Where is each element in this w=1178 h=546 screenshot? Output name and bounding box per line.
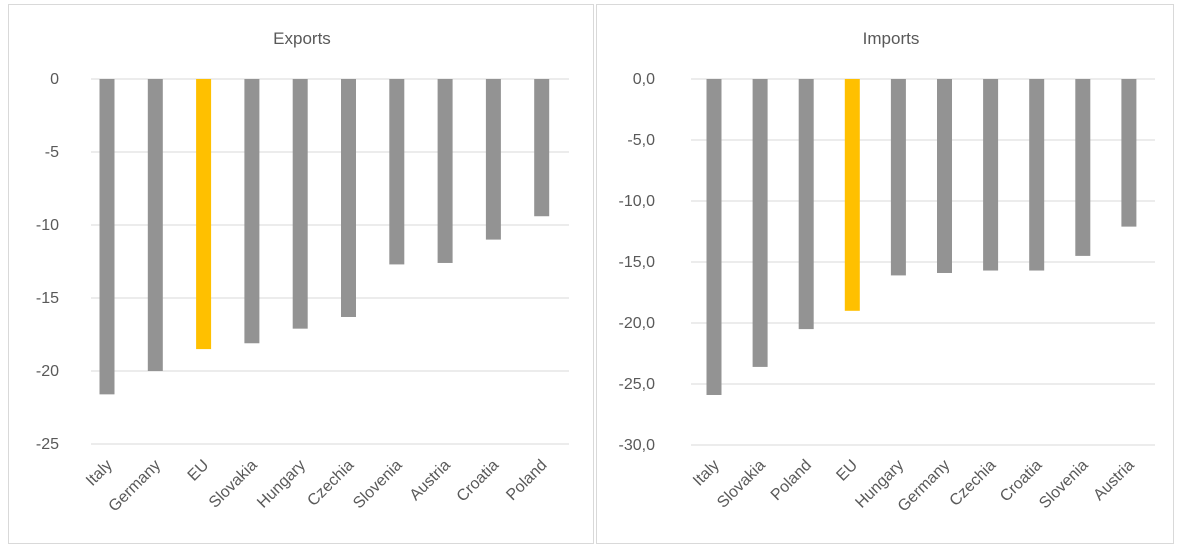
exports-category-label-croatia: Croatia xyxy=(454,457,503,506)
exports-y-tick-label: 0 xyxy=(50,71,59,88)
exports-y-tick-label: -10 xyxy=(36,217,59,234)
exports-bar-germany xyxy=(147,79,163,371)
imports-chart-title: Imports xyxy=(863,29,920,48)
exports-category-label-slovakia: Slovakia xyxy=(206,457,261,512)
exports-category-label-czechia: Czechia xyxy=(304,457,357,510)
exports-chart-title: Exports xyxy=(273,29,331,48)
imports-chart-panel: Imports 0,0 -5,0 -10,0 -15,0 -20,0 -25,0 -30,0… xyxy=(596,4,1174,544)
exports-chart-panel: Exports 0 -5 -10 -15 -20 -25 Italy Germany EU Sl… xyxy=(8,4,594,544)
exports-bar-poland xyxy=(534,79,550,217)
exports-y-tick-label: -20 xyxy=(36,363,59,380)
exports-bar-eu xyxy=(196,79,212,350)
exports-category-label-germany: Germany xyxy=(106,457,165,516)
exports-category-label-eu: EU xyxy=(185,457,213,485)
imports-category-label-italy: Italy xyxy=(690,457,723,490)
exports-category-label-slovenia: Slovenia xyxy=(350,457,405,512)
imports-bar-austria xyxy=(1121,79,1137,227)
exports-bar-hungary xyxy=(292,79,308,329)
exports-category-label-hungary: Hungary xyxy=(254,457,309,512)
imports-bar-germany xyxy=(937,79,952,273)
imports-bar-slovenia xyxy=(1075,79,1091,256)
imports-bar-slovakia xyxy=(752,79,768,367)
imports-bar-eu xyxy=(844,79,860,311)
exports-y-tick-label: -5 xyxy=(45,144,59,161)
exports-category-label-austria: Austria xyxy=(407,457,454,504)
imports-bar-poland xyxy=(798,79,814,330)
imports-y-tick-label: -20,0 xyxy=(619,315,656,332)
exports-bar-slovakia xyxy=(244,79,260,344)
imports-bar-hungary xyxy=(890,79,906,276)
exports-bar-austria xyxy=(437,79,453,263)
imports-bar-croatia xyxy=(1029,79,1045,271)
exports-bar-slovenia xyxy=(389,79,405,265)
imports-y-tick-label: -25,0 xyxy=(619,376,656,393)
imports-y-tick-label: -30,0 xyxy=(619,437,656,454)
exports-bar-croatia xyxy=(485,79,501,240)
imports-category-label-slovakia: Slovakia xyxy=(714,457,769,512)
exports-bar-italy xyxy=(99,79,115,395)
imports-bar-italy xyxy=(706,79,722,395)
exports-category-label-poland: Poland xyxy=(503,457,550,504)
exports-category-label-italy: Italy xyxy=(83,457,116,490)
imports-category-label-slovenia: Slovenia xyxy=(1036,457,1091,512)
imports-bar-czechia xyxy=(983,79,999,271)
imports-category-label-czechia: Czechia xyxy=(947,457,1000,510)
imports-y-tick-label: -15,0 xyxy=(619,254,656,271)
imports-y-tick-label: -5,0 xyxy=(627,132,655,149)
imports-y-tick-label: 0,0 xyxy=(633,71,655,88)
imports-category-label-poland: Poland xyxy=(768,457,815,504)
imports-category-label-eu: EU xyxy=(833,457,861,485)
exports-bar-czechia xyxy=(341,79,356,317)
exports-y-tick-label: -15 xyxy=(36,290,59,307)
imports-category-label-austria: Austria xyxy=(1090,457,1137,504)
imports-y-tick-label: -10,0 xyxy=(619,193,656,210)
exports-y-tick-label: -25 xyxy=(36,436,59,453)
imports-chart: Imports 0,0 -5,0 -10,0 -15,0 -20,0 -25,0 -30,0… xyxy=(619,29,1155,515)
